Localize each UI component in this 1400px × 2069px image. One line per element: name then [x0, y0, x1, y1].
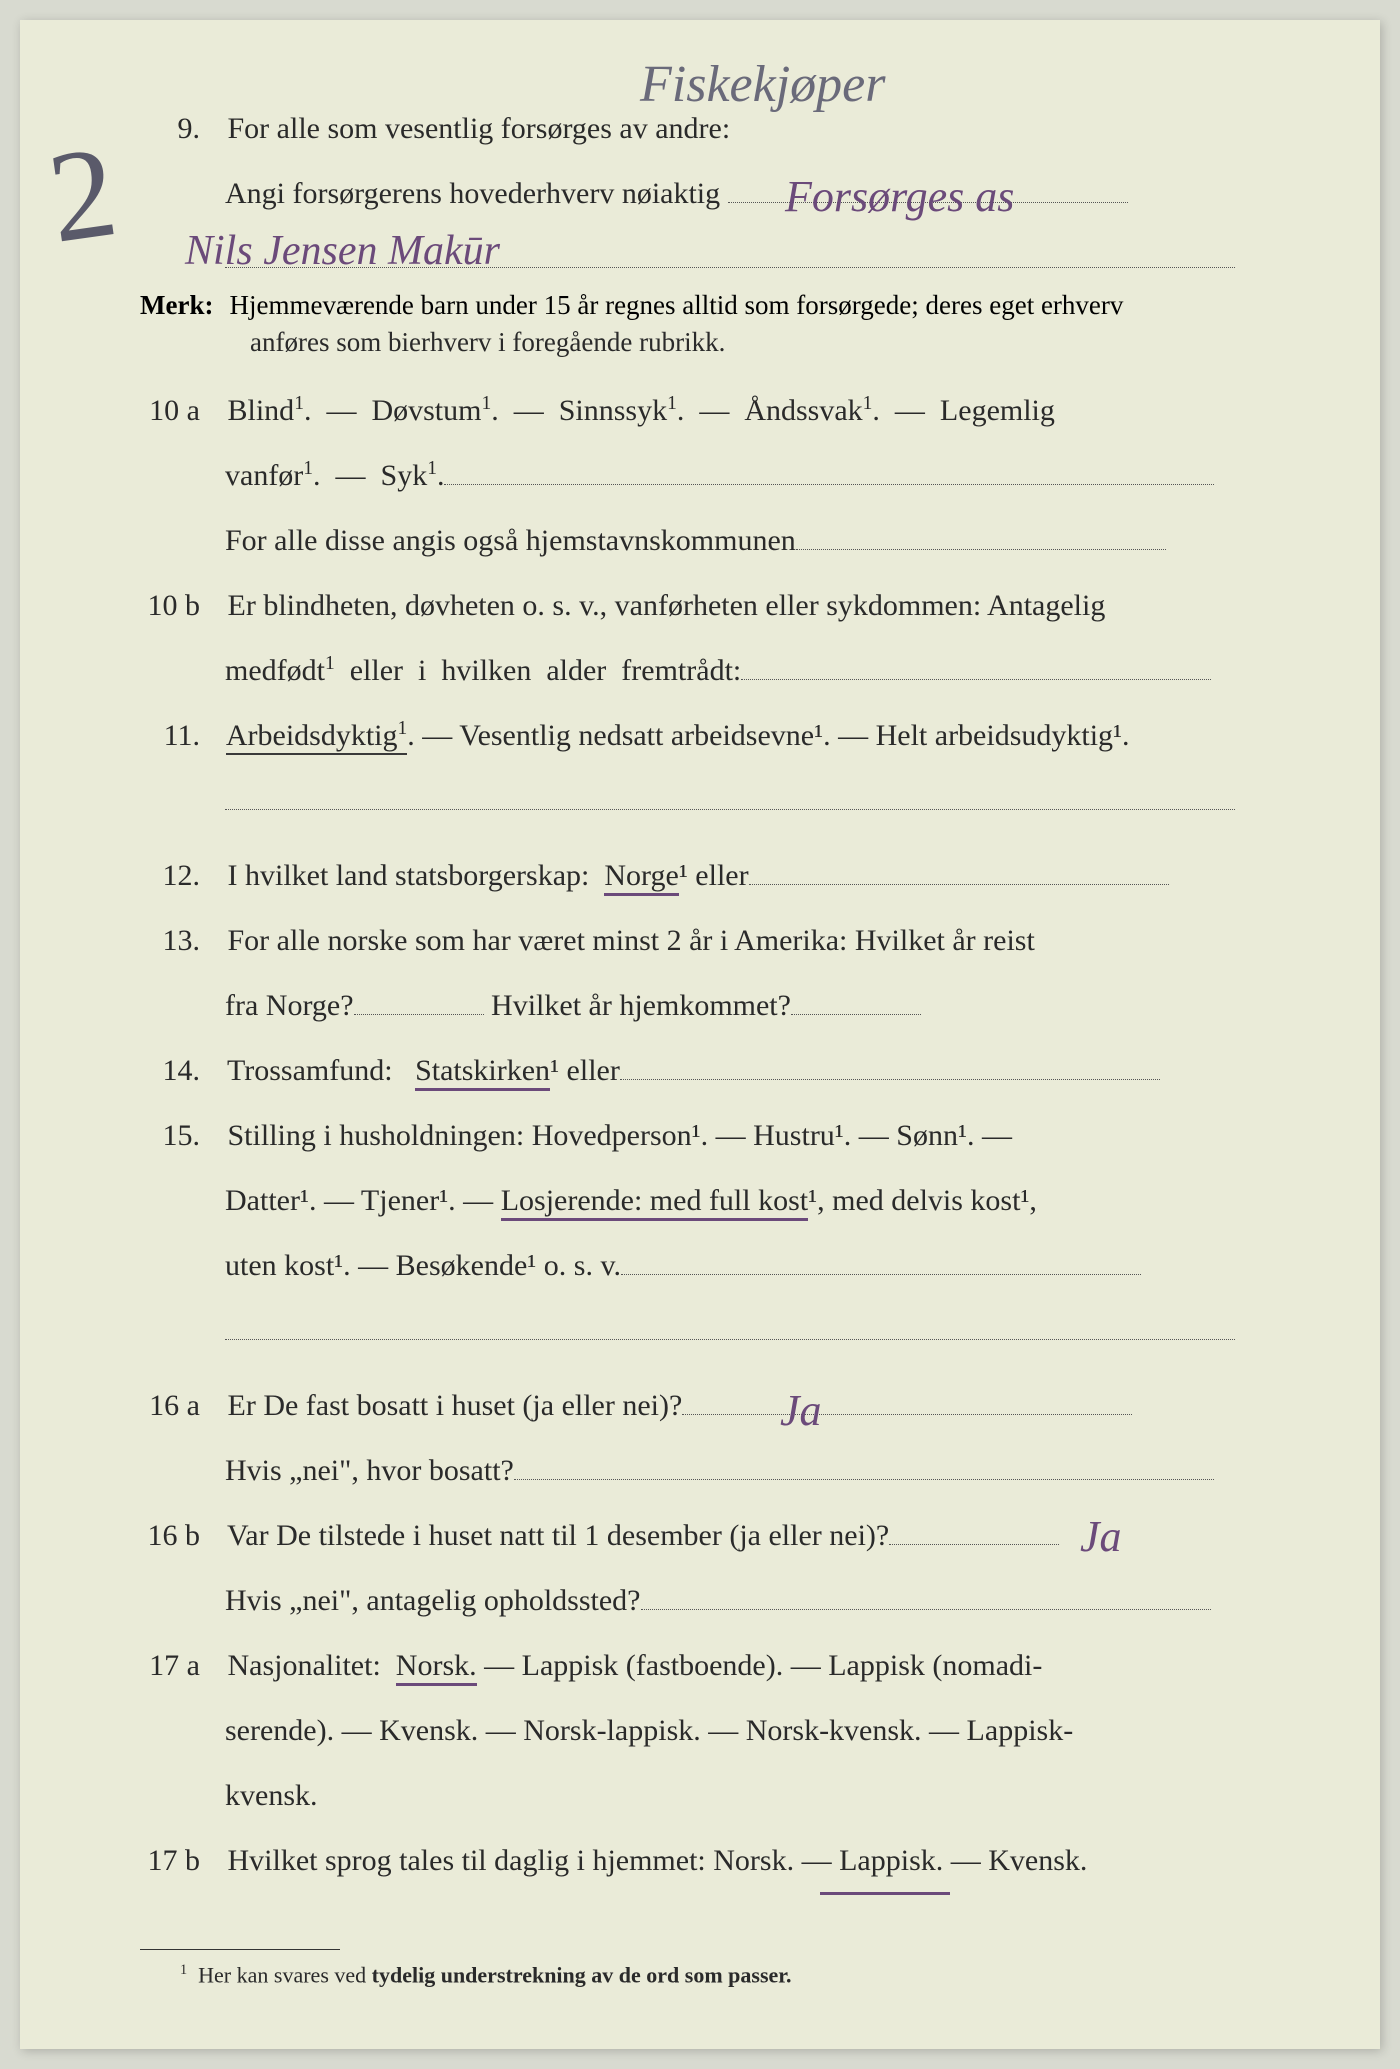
question-10b-line2: medfødt1 eller i hvilken alder fremtrådt… [225, 642, 1290, 699]
census-form-page: 2 Fiskekjøper 9. For alle som vesentlig … [20, 20, 1380, 2049]
question-number: 10 a [140, 382, 200, 439]
footnote: 1 Her kan svares ved tydelig understrekn… [180, 1962, 1290, 1988]
question-17a-line3: kvensk. [225, 1767, 1290, 1824]
underline-mark [820, 1892, 950, 1895]
question-17a-line2: serende). — Kvensk. — Norsk-lappisk. — N… [225, 1702, 1290, 1759]
question-number: 11. [140, 707, 200, 764]
question-9: 9. For alle som vesentlig forsørges av a… [140, 100, 1290, 157]
question-number: 9. [140, 100, 200, 157]
question-10b: 10 b Er blindheten, døvheten o. s. v., v… [140, 577, 1290, 634]
question-number: 14. [140, 1042, 200, 1099]
question-number: 17 a [140, 1637, 200, 1694]
handwritten-answer: Ja [780, 1369, 822, 1453]
handwritten-provider: Forsørges as [785, 155, 1014, 239]
question-15-line3: uten kost¹. — Besøkende¹ o. s. v. [225, 1237, 1290, 1294]
selected-option: Arbeidsdyktig1 [226, 719, 407, 755]
merk-text: Hjemmeværende barn under 15 år regnes al… [229, 290, 1123, 320]
footnote-rule [140, 1949, 340, 1950]
question-16b: 16 b Var De tilstede i huset natt til 1 … [140, 1507, 1290, 1564]
question-number: 12. [140, 847, 200, 904]
question-10a-line2: vanfør1. — Syk1. [225, 447, 1290, 504]
question-9-hw-line: Nils Jensen Makūr [225, 230, 1290, 280]
question-17b: 17 b Hvilket sprog tales til daglig i hj… [140, 1832, 1290, 1889]
question-10a: 10 a Blind1. — Døvstum1. — Sinnssyk1. — … [140, 382, 1290, 439]
selected-option: Norge [604, 859, 678, 896]
selected-option: Losjerende: med full kost [501, 1184, 808, 1221]
handwritten-answer: Ja [1080, 1495, 1122, 1579]
merk-text-2: anføres som bierhverv i foregående rubri… [250, 321, 1290, 364]
question-16a: 16 a Er De fast bosatt i huset (ja eller… [140, 1377, 1290, 1434]
question-number: 15. [140, 1107, 200, 1164]
question-15: 15. Stilling i husholdningen: Hovedperso… [140, 1107, 1290, 1164]
question-number: 16 a [140, 1377, 200, 1434]
selected-option: Statskirken [415, 1054, 550, 1091]
question-number: 13. [140, 912, 200, 969]
question-16a-line2: Hvis „nei", hvor bosatt? [225, 1442, 1290, 1499]
question-10a-line3: For alle disse angis også hjemstavnskomm… [225, 512, 1290, 569]
question-15-line2: Datter¹. — Tjener¹. — Losjerende: med fu… [225, 1172, 1290, 1229]
margin-annotation: 2 [40, 116, 125, 274]
question-17a: 17 a Nasjonalitet: Norsk. — Lappisk (fas… [140, 1637, 1290, 1694]
question-text: Blind1. — Døvstum1. — Sinnssyk1. — Åndss… [228, 394, 1055, 427]
question-number: 16 b [140, 1507, 200, 1564]
question-text: Angi forsørgerens hovederhverv nøiaktig [225, 177, 720, 210]
question-12: 12. I hvilket land statsborgerskap: Norg… [140, 847, 1290, 904]
question-13-line2: fra Norge? Hvilket år hjemkommet? [225, 977, 1290, 1034]
question-text: Er blindheten, døvheten o. s. v., vanfør… [228, 589, 1106, 622]
question-14: 14. Trossamfund: Statskirken¹ eller [140, 1042, 1290, 1099]
handwritten-name: Nils Jensen Makūr [185, 212, 500, 292]
question-16b-line2: Hvis „nei", antagelig opholdssted? [225, 1572, 1290, 1629]
question-number: 17 b [140, 1832, 200, 1889]
question-13: 13. For alle norske som har været minst … [140, 912, 1290, 969]
merk-label: Merk: [140, 290, 213, 320]
question-number: 10 b [140, 577, 200, 634]
selected-option: Norsk. [396, 1649, 477, 1686]
question-text: For alle som vesentlig forsørges av andr… [228, 112, 731, 145]
merk-section: Merk: Hjemmeværende barn under 15 år reg… [140, 290, 1290, 321]
question-15-blank [225, 1302, 1290, 1359]
question-11: 11. Arbeidsdyktig1. — Vesentlig nedsatt … [140, 707, 1290, 764]
question-11-blank [225, 772, 1290, 829]
